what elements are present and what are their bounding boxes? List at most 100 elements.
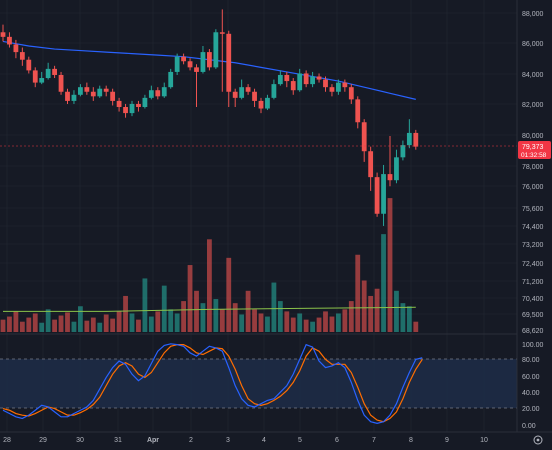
volume-bar xyxy=(406,306,412,332)
volume-bar xyxy=(394,290,399,332)
time-tick-label: 29 xyxy=(39,437,47,444)
candle-body xyxy=(265,97,270,109)
candle-body xyxy=(348,87,354,100)
price-tick-label: 75,600 xyxy=(522,206,544,213)
candle-body xyxy=(110,91,116,101)
price-tick-label: 86,000 xyxy=(522,41,544,48)
time-tick-label: 7 xyxy=(372,437,376,444)
stochastic-tick-label: 60.00 xyxy=(522,374,540,381)
candle-body xyxy=(368,151,374,178)
last-price-value: 79,373 xyxy=(522,144,544,151)
candle-body xyxy=(155,90,161,97)
time-tick-label: 3 xyxy=(226,437,230,444)
candle-body xyxy=(387,174,393,181)
volume-bar xyxy=(103,314,109,332)
candle-body xyxy=(336,82,341,92)
candle-body xyxy=(129,103,135,114)
volume-bar xyxy=(45,309,51,332)
stochastic-k-line xyxy=(2,343,423,424)
stochastic-panel[interactable] xyxy=(0,333,517,424)
price-axis[interactable]: 88,000 86,000 84,000 82,000 80,000 78,00… xyxy=(522,11,544,335)
volume-bar xyxy=(239,314,245,332)
last-price-tag: 79,373 01:32:58 xyxy=(518,141,551,159)
time-axis[interactable]: 28 29 30 31 Apr 2 3 4 5 6 7 8 9 10 xyxy=(3,437,488,444)
candle-body xyxy=(413,132,419,147)
candle-body xyxy=(213,32,219,68)
volume-bar xyxy=(136,319,141,332)
volume-bar xyxy=(290,317,296,332)
volume-bar xyxy=(265,316,270,332)
candle-body xyxy=(97,88,103,97)
candle-body xyxy=(26,59,32,71)
candle-body xyxy=(116,100,122,107)
time-tick-label: 6 xyxy=(335,437,339,444)
volume-bar xyxy=(155,311,161,332)
candle-body xyxy=(0,32,6,37)
time-tick-label: 4 xyxy=(262,437,266,444)
volume-bar xyxy=(258,313,264,332)
gear-icon-inner xyxy=(536,438,540,442)
time-tick-label: 28 xyxy=(3,437,11,444)
price-tick-label: 69,500 xyxy=(522,312,544,319)
volume-bar xyxy=(19,321,25,332)
candle-body xyxy=(7,36,12,45)
candle-body xyxy=(161,87,167,97)
candle-body xyxy=(78,87,83,95)
candle-body xyxy=(232,91,238,98)
time-tick-label: 10 xyxy=(480,437,488,444)
candle-body xyxy=(271,84,277,98)
volume-bar xyxy=(90,317,96,332)
volume-bar xyxy=(7,316,12,332)
candle-body xyxy=(277,74,283,85)
volume-bar xyxy=(58,315,64,332)
price-tick-label: 72,400 xyxy=(522,261,544,268)
price-tick-label: 68,620 xyxy=(522,328,544,335)
volume-bar xyxy=(277,301,283,332)
time-tick-label: 8 xyxy=(409,437,413,444)
candle-body xyxy=(174,56,180,72)
stochastic-axis[interactable]: 100.00 80.00 60.00 40.00 20.00 0.00 xyxy=(522,342,544,430)
candle-body xyxy=(226,33,232,92)
volume-bar xyxy=(52,319,57,332)
volume-bar xyxy=(355,254,361,332)
candle-body xyxy=(103,88,109,92)
candle-countdown: 01:32:58 xyxy=(521,152,547,159)
price-tick-label: 78,000 xyxy=(522,164,544,171)
candle-body xyxy=(58,74,64,92)
volume-bar xyxy=(71,321,77,332)
candle-body xyxy=(400,145,406,158)
volume-bar xyxy=(65,312,70,332)
volume-bar xyxy=(148,316,154,332)
chart-settings-gear-icon[interactable] xyxy=(533,435,543,445)
volume-bars xyxy=(0,198,419,332)
stochastic-tick-label: 40.00 xyxy=(522,390,540,397)
volume-bar xyxy=(97,322,103,332)
stochastic-tick-label: 20.00 xyxy=(522,406,540,413)
time-tick-label: 30 xyxy=(76,437,84,444)
price-tick-label: 76,000 xyxy=(522,184,544,191)
stochastic-overbought-oversold-band xyxy=(0,359,517,408)
volume-bar xyxy=(110,318,116,332)
volume-bar xyxy=(323,311,328,332)
candle-body xyxy=(361,122,367,152)
candle-body xyxy=(219,32,225,34)
volume-bar xyxy=(194,290,199,332)
candlesticks xyxy=(0,9,419,226)
volume-bar xyxy=(219,309,225,332)
volume-bar xyxy=(387,198,393,332)
candle-body xyxy=(342,82,348,88)
candle-body xyxy=(245,87,251,92)
volume-bar xyxy=(84,320,90,332)
volume-bar xyxy=(32,313,38,332)
candle-body xyxy=(90,91,96,97)
candle-body xyxy=(374,177,380,214)
volume-bar xyxy=(303,319,309,332)
volume-bar xyxy=(329,316,335,332)
volume-bar xyxy=(187,265,193,332)
candle-body xyxy=(19,52,25,60)
volume-bar xyxy=(297,313,303,332)
candle-body xyxy=(394,157,399,181)
candle-body xyxy=(200,52,206,72)
price-tick-label: 82,000 xyxy=(522,102,544,109)
